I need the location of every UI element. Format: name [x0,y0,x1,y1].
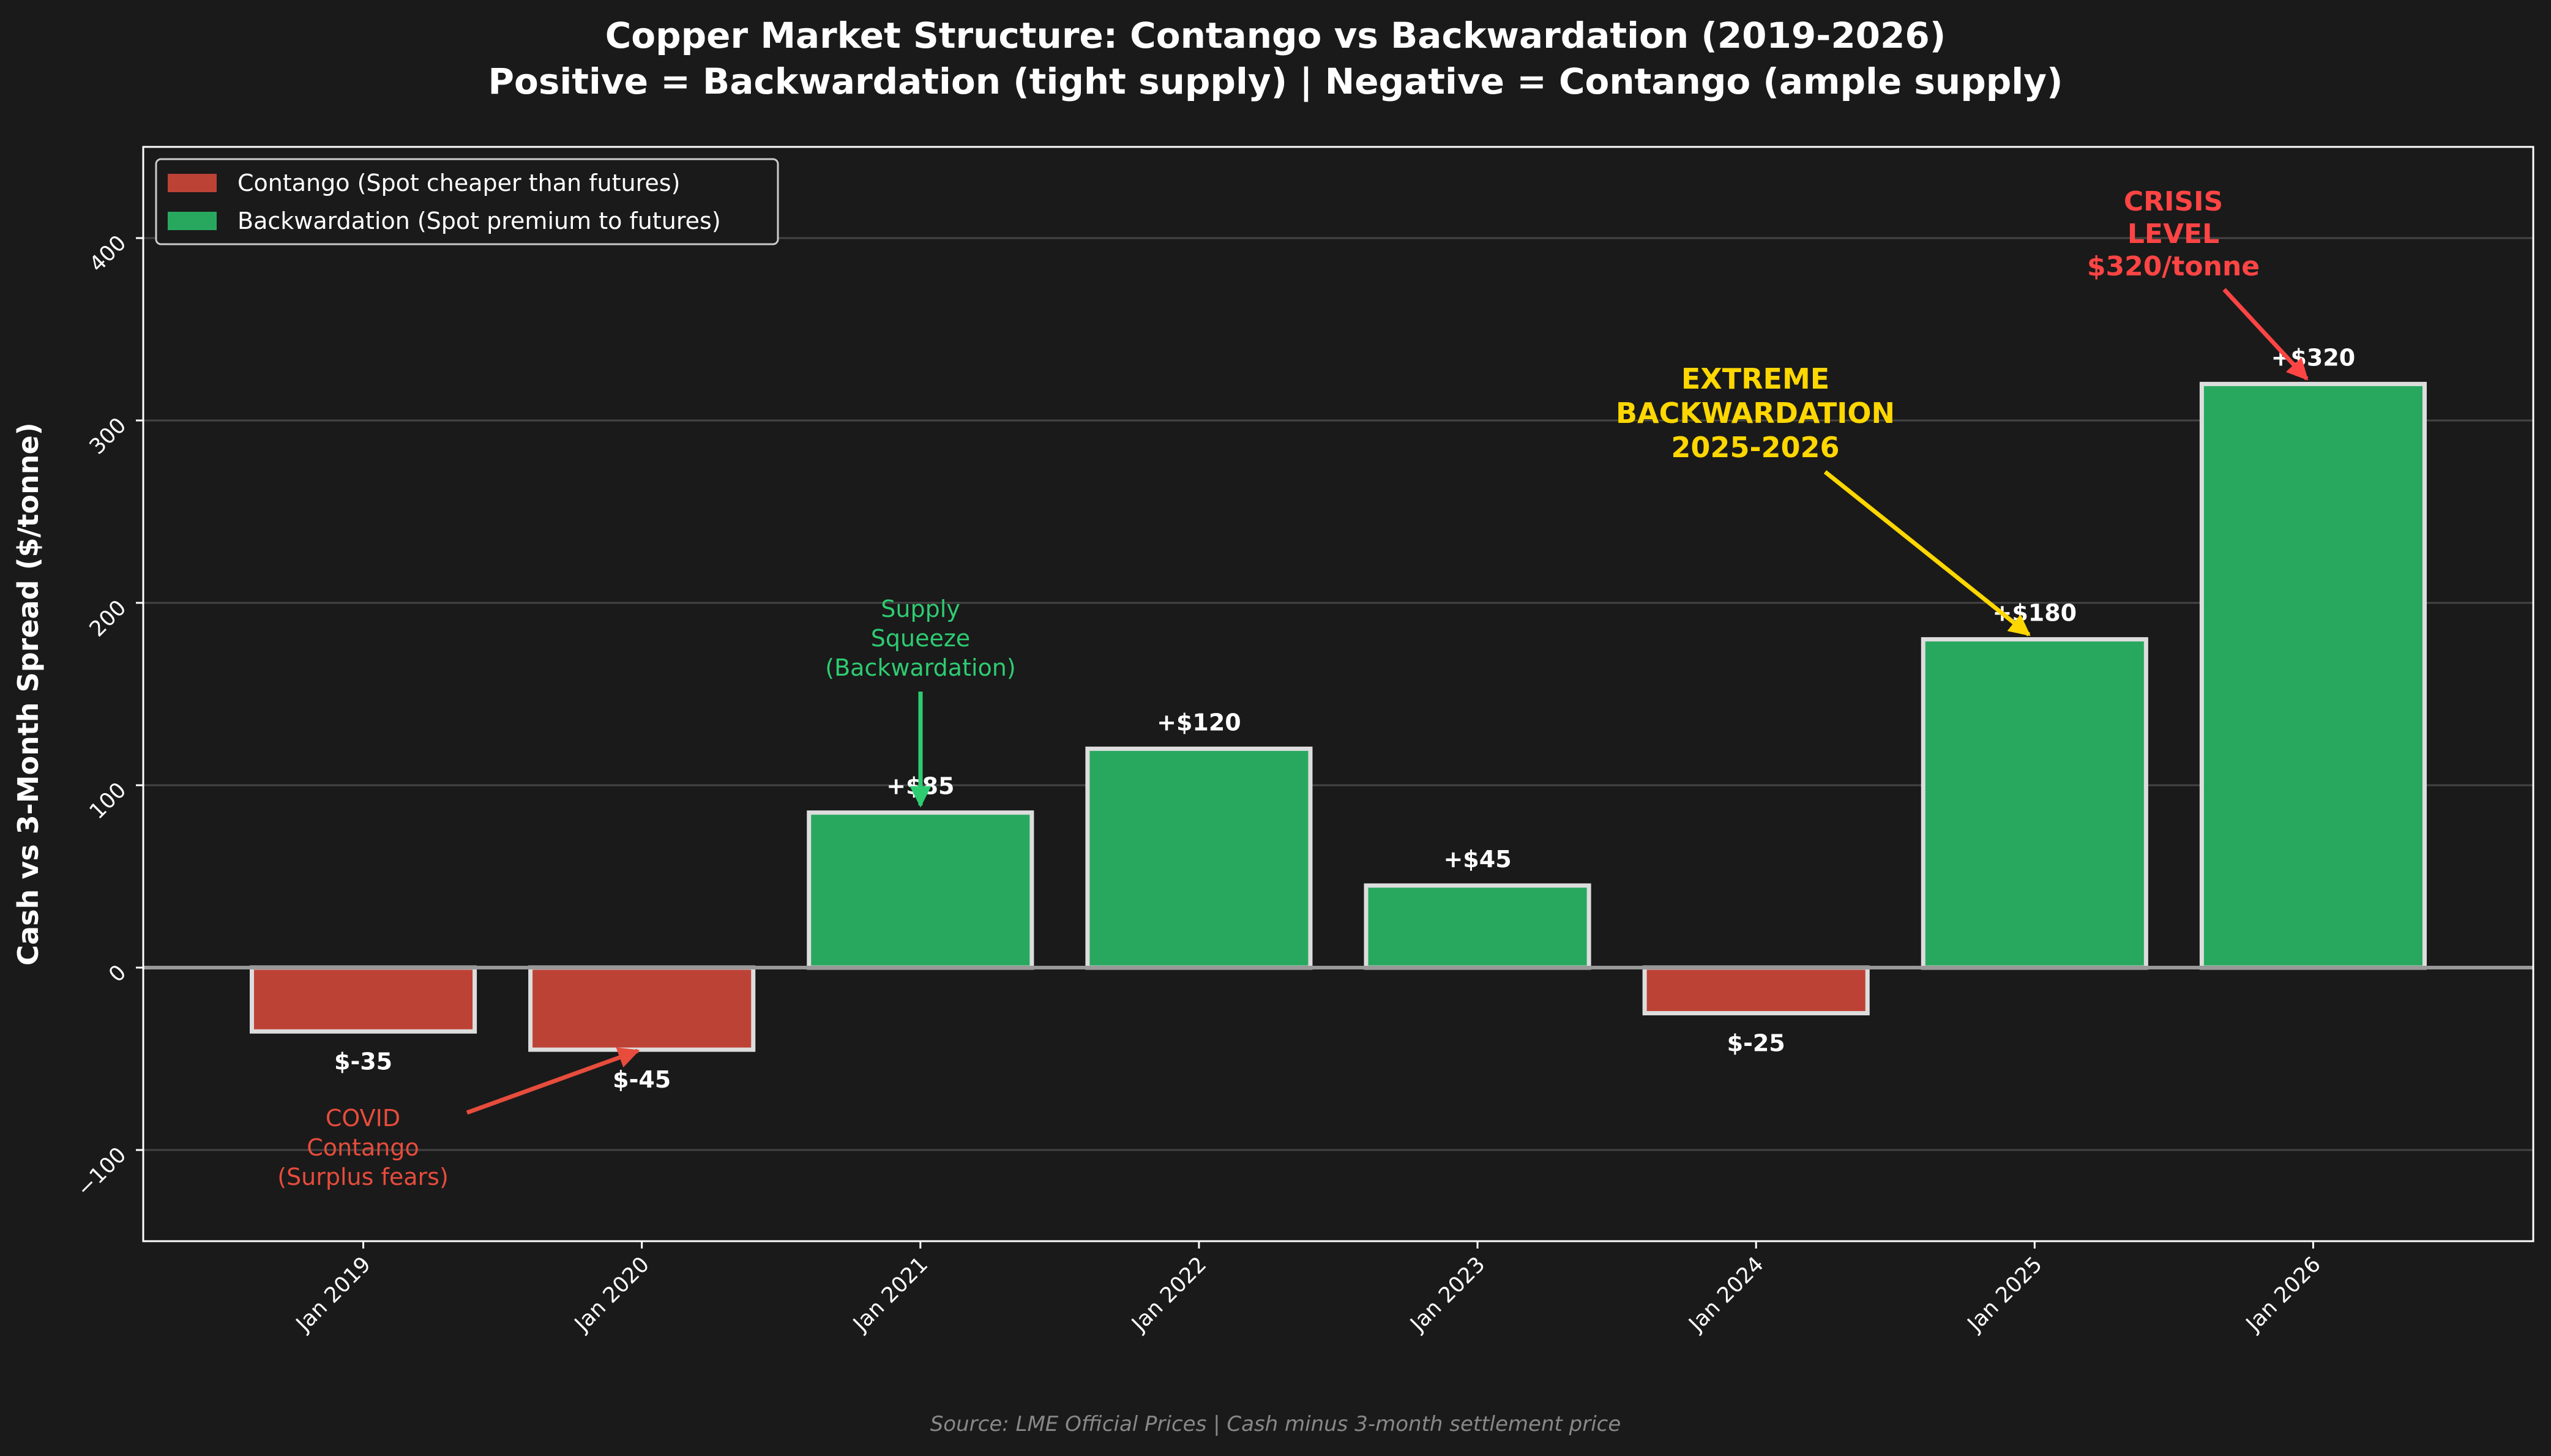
annotation-arrow [1823,470,2031,637]
annotation-text: CRISIS [2124,186,2223,217]
bar-jan-2026 [2199,381,2427,970]
annotation-text: EXTREME [1681,362,1829,395]
annotation-text: (Backwardation) [825,654,1015,681]
data-label: $-35 [334,1048,392,1075]
data-label: +$120 [1157,709,1241,736]
bar-jan-2023 [1364,883,1591,970]
data-label: $-45 [613,1066,671,1093]
annotation-text: Supply [881,595,960,622]
source-note: Source: LME Official Prices | Cash minus… [930,1412,1621,1436]
annotation-text: Contango [307,1134,419,1161]
y-axis-label: Cash vs 3-Month Spread ($/tonne) [12,422,45,965]
annotation-text: COVID [326,1105,400,1132]
annotation-text: (Surplus fears) [277,1163,449,1190]
annotation-arrow [466,1047,640,1115]
grid [143,237,2533,1151]
annotation-text: BACKWARDATION [1616,397,1895,430]
legend-box [155,158,779,245]
plot-frame [142,146,2534,1242]
chart-subtitle: Positive = Backwardation (tight supply) … [488,61,2063,102]
data-label: +$320 [2271,344,2356,371]
annotation-text: Squeeze [871,625,970,652]
annotation-text: $320/tonne [2087,251,2260,282]
legend-swatch-contango [168,174,217,192]
annotation-text: 2025-2026 [1671,431,1839,464]
bar-jan-2019 [250,965,477,1034]
bar-jan-2020 [528,965,756,1052]
legend-label-contango: Contango (Spot cheaper than futures) [237,170,680,196]
data-label: +$45 [1443,846,1511,873]
bar-jan-2025 [1921,637,2148,970]
bars [250,381,2427,1052]
data-label: +$180 [1993,600,2077,627]
bar-jan-2022 [1085,746,1313,970]
legend: Contango (Spot cheaper than futures) Bac… [155,158,779,245]
bar-jan-2024 [1642,965,1870,1015]
annotation-arrow [2222,288,2309,381]
data-label: $-25 [1727,1030,1785,1057]
legend-label-backwardation: Backwardation (Spot premium to futures) [237,207,721,234]
chart-title: Copper Market Structure: Contango vs Bac… [605,15,1946,56]
bar-jan-2021 [807,810,1034,970]
legend-swatch-backwardation [168,212,217,230]
annotation-text: LEVEL [2127,218,2219,250]
